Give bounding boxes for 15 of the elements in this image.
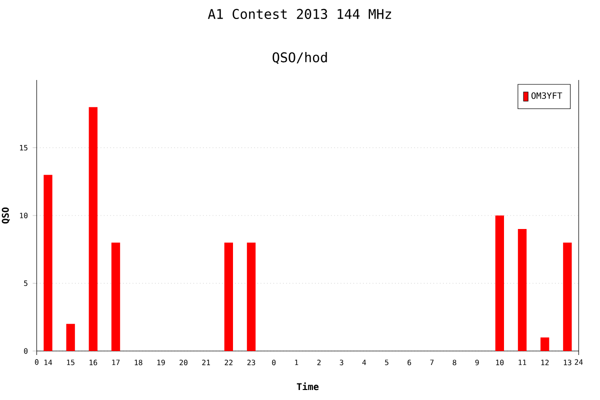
bar xyxy=(224,242,233,352)
bar xyxy=(495,216,504,352)
bar xyxy=(88,107,98,352)
x-axis-title: Time xyxy=(296,382,319,390)
chart-title: A1 Contest 2013 144 MHz xyxy=(208,8,392,20)
bar xyxy=(540,337,550,352)
legend-label: OM3YFT xyxy=(532,92,562,99)
bar xyxy=(246,242,256,352)
y-axis-title: QSO xyxy=(2,208,10,224)
chart-subtitle: QSO/hod xyxy=(272,52,327,64)
bar xyxy=(111,242,120,352)
bar xyxy=(44,174,52,352)
bar xyxy=(66,324,75,352)
bar xyxy=(563,242,572,352)
bar xyxy=(518,229,527,352)
